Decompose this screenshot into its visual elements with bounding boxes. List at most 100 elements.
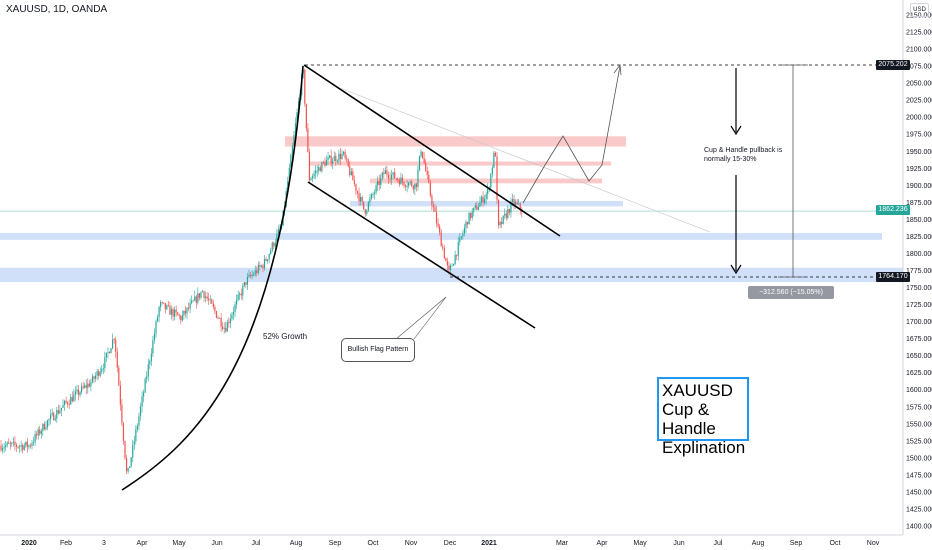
cup-curve	[121, 65, 304, 491]
candle-body	[468, 212, 470, 225]
candle-body	[482, 196, 484, 203]
candle-body	[37, 429, 39, 436]
x-tick-label: Aug	[290, 540, 303, 547]
y-tick-label: 2025.000	[906, 98, 932, 105]
y-axis[interactable]: 2150.0002125.0002100.0002075.0002050.000…	[902, 0, 932, 535]
candle-body	[29, 445, 32, 447]
y-tick-label: 1675.000	[906, 336, 932, 343]
candle-body	[446, 261, 448, 266]
candle-body	[192, 300, 194, 302]
candle-body	[211, 299, 213, 304]
candle-body	[42, 423, 44, 432]
candle-body	[81, 386, 83, 393]
candle-body	[448, 265, 450, 271]
support-zone-1	[350, 201, 623, 207]
candle-body	[474, 205, 476, 208]
candle-body	[311, 176, 314, 179]
explanation-line-3: Explination	[662, 438, 746, 457]
candle-body	[391, 175, 393, 180]
pullback-note: Cup & Handle pullback is normally 15-30%	[704, 146, 786, 164]
candle-body	[394, 172, 396, 179]
candle-body	[240, 293, 242, 296]
candle-body	[273, 242, 275, 247]
candle-body	[87, 383, 89, 388]
y-tick-label: 1625.000	[906, 370, 932, 377]
candle-body	[203, 291, 205, 298]
candle-body	[333, 156, 335, 161]
candle-body	[515, 202, 517, 205]
candle-body	[327, 157, 329, 160]
flag-lower-line	[307, 181, 536, 329]
price-tag-top: 2075.202	[876, 60, 910, 70]
candle-body	[71, 396, 73, 402]
candle-body	[342, 151, 345, 155]
candle-body	[476, 205, 478, 210]
candle-body	[437, 223, 439, 227]
candle-body	[98, 371, 100, 376]
candle-body	[243, 282, 245, 286]
candle-body	[189, 303, 191, 309]
candle-body	[46, 420, 49, 428]
candle-body	[490, 173, 492, 188]
y-tick-label: 1500.000	[906, 455, 932, 462]
flag-upper-line	[303, 64, 561, 237]
candle-body	[223, 327, 225, 329]
candle-body	[507, 209, 509, 218]
candle-body	[234, 304, 236, 312]
candle-body	[363, 201, 365, 210]
candle-body	[77, 389, 80, 395]
x-axis[interactable]: 2020 Feb 3 Apr May Jun Jul Aug Sep Oct Nov Dec 2021 M…	[0, 534, 903, 547]
candle-body	[146, 376, 148, 379]
candle-body	[508, 209, 510, 213]
candle-body	[473, 207, 475, 212]
candle-body	[487, 189, 489, 195]
candle-body	[127, 468, 129, 472]
candle-body	[510, 201, 512, 213]
y-tick-label: 1750.000	[906, 285, 932, 292]
candle-body	[435, 211, 438, 224]
candle-body	[428, 174, 430, 183]
candle-body	[466, 221, 469, 225]
candle-body	[129, 466, 131, 469]
candle-body	[39, 429, 41, 434]
candle-body	[32, 442, 35, 444]
candle-body	[364, 209, 366, 214]
candle-body	[215, 311, 218, 318]
candle-body	[79, 392, 81, 395]
candle-body	[392, 172, 394, 176]
candle-body	[431, 195, 433, 206]
x-tick-label: Nov	[867, 540, 880, 547]
candle-body	[511, 199, 514, 202]
y-tick-label: 1525.000	[906, 438, 932, 445]
candle-body	[350, 171, 352, 175]
y-tick-label: 2000.000	[906, 115, 932, 122]
candle-body	[462, 233, 464, 237]
x-tick-label: Apr	[137, 540, 149, 547]
candle-body	[409, 181, 411, 183]
candle-body	[338, 153, 340, 161]
candle-body	[212, 303, 214, 307]
candle-body	[352, 171, 354, 181]
candle-body	[449, 265, 452, 271]
candle-body	[442, 246, 444, 249]
candle-body	[329, 155, 331, 158]
currency-button[interactable]: USD	[910, 3, 929, 17]
candle-body	[454, 254, 456, 264]
price-tag-current: 1862.236	[876, 205, 910, 215]
x-tick-label: May	[633, 540, 647, 547]
candle-body	[404, 185, 407, 187]
candle-body	[34, 434, 36, 443]
candle-body	[429, 182, 431, 196]
candle-body	[485, 194, 487, 199]
y-tick-label: 1900.000	[906, 183, 932, 190]
x-tick-label: 3	[102, 540, 106, 547]
candle-body	[124, 441, 126, 459]
candle-body	[274, 242, 276, 247]
candle-body	[85, 385, 87, 388]
candle-body	[20, 445, 22, 447]
candle-body	[308, 152, 311, 181]
candle-body	[516, 202, 518, 204]
x-tick-label: Feb	[60, 540, 72, 547]
x-tick-label: Sep	[790, 540, 803, 547]
